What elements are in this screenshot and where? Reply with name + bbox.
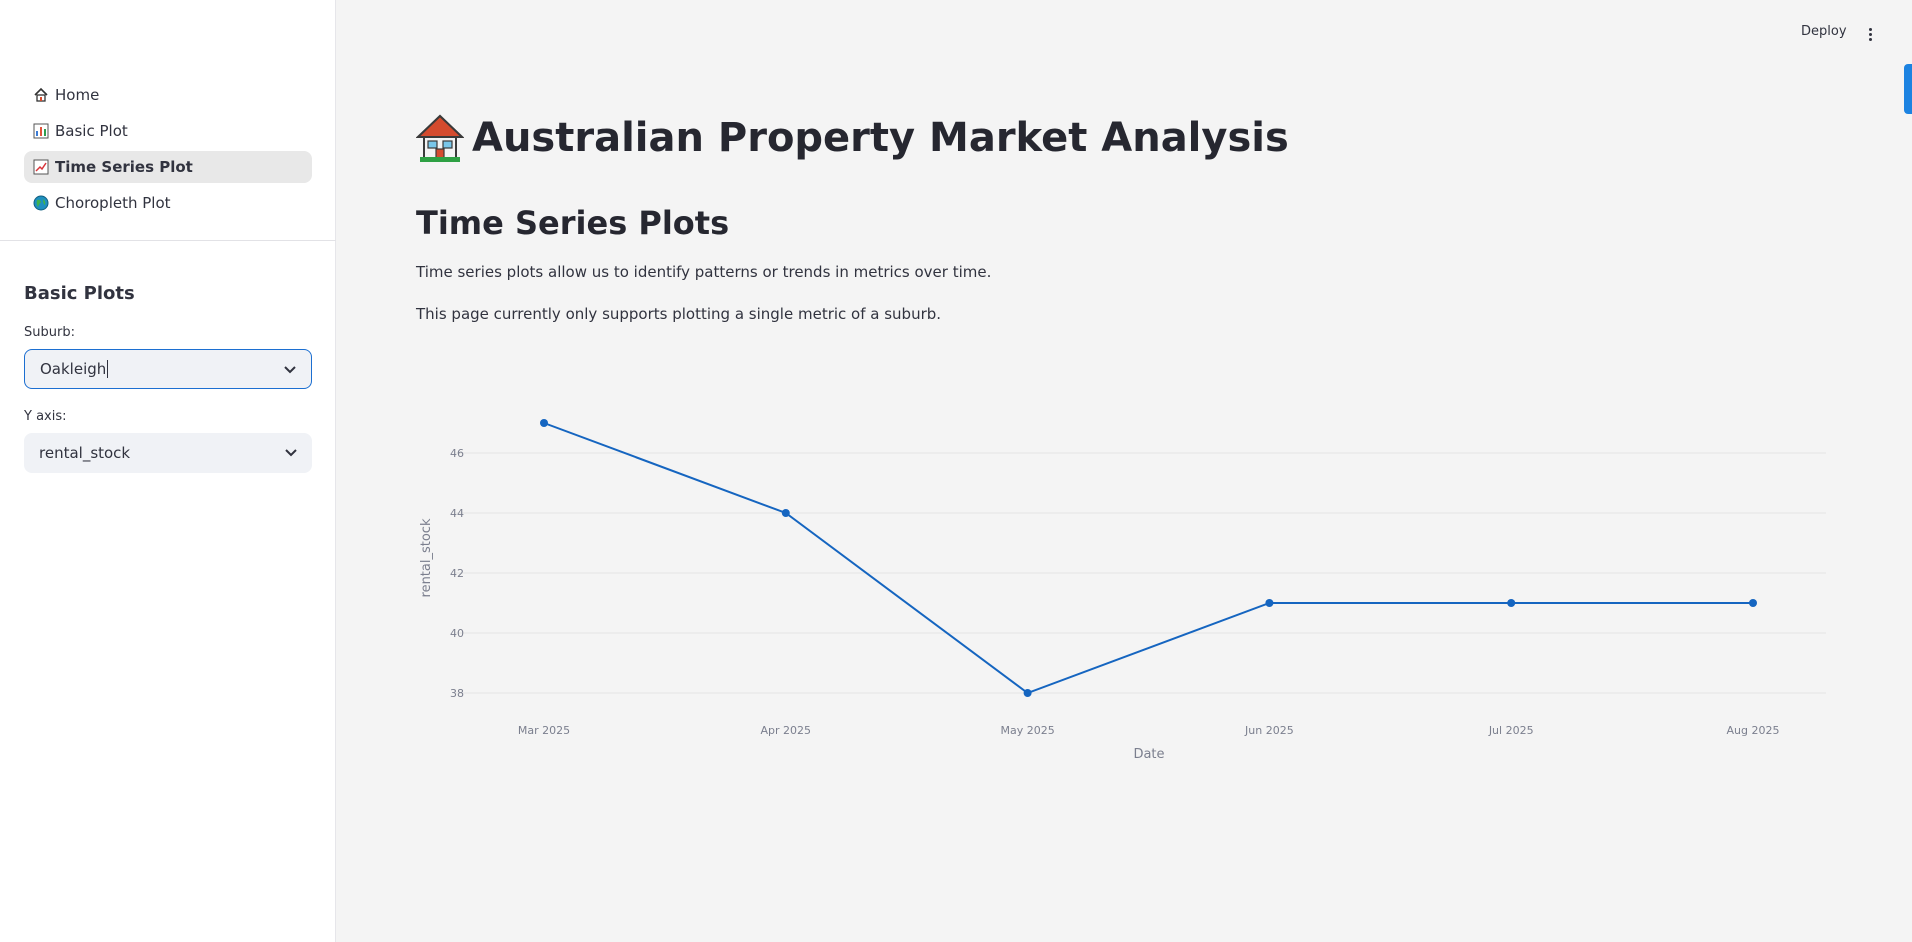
- house-icon: [416, 114, 464, 162]
- x-tick-label: Jul 2025: [1488, 724, 1534, 737]
- deploy-button[interactable]: Deploy: [1801, 24, 1847, 39]
- yaxis-label: Y axis:: [24, 409, 67, 424]
- yaxis-select[interactable]: rental_stock: [24, 433, 312, 473]
- sidebar-nav: Home Basic Plot Time Series Plot Choropl…: [24, 79, 312, 223]
- sidebar: Home Basic Plot Time Series Plot Choropl…: [0, 0, 336, 942]
- x-tick-label: Jun 2025: [1244, 724, 1294, 737]
- description-text: Time series plots allow us to identify p…: [416, 263, 992, 281]
- house-icon: [33, 87, 49, 103]
- x-tick-label: Apr 2025: [761, 724, 812, 737]
- y-tick-label: 40: [450, 627, 464, 640]
- bar-chart-icon: [33, 123, 49, 139]
- main-area: Deploy: [337, 0, 1912, 942]
- y-tick-label: 42: [450, 567, 464, 580]
- more-menu-icon[interactable]: [1869, 28, 1873, 44]
- scrollbar-handle[interactable]: [1904, 64, 1912, 114]
- sidebar-item-choropleth-plot[interactable]: Choropleth Plot: [24, 187, 312, 219]
- globe-icon: [33, 195, 49, 211]
- time-series-chart[interactable]: 38 40 42 44 46 Mar 2025 Apr 2025 May 2025 Jun 20…: [416, 400, 1836, 770]
- line-chart-icon: [33, 159, 49, 175]
- page-title-text: Australian Property Market Analysis: [472, 115, 1289, 161]
- data-point: [1265, 599, 1274, 607]
- section-heading: Time Series Plots: [416, 204, 730, 242]
- sidebar-divider: [0, 240, 336, 241]
- text-caret: [107, 360, 109, 378]
- suburb-select[interactable]: Oakleigh: [24, 349, 312, 389]
- sidebar-item-basic-plot[interactable]: Basic Plot: [24, 115, 312, 147]
- yaxis-select-value: rental_stock: [39, 444, 131, 462]
- sidebar-section-title: Basic Plots: [24, 283, 135, 304]
- data-point: [781, 509, 790, 517]
- data-point: [540, 419, 548, 427]
- series-line: [543, 422, 1753, 695]
- sidebar-item-label: Basic Plot: [55, 122, 128, 140]
- y-axis-label: rental_stock: [419, 518, 434, 597]
- data-point: [1749, 599, 1757, 607]
- y-tick-label: 44: [450, 507, 464, 520]
- chevron-down-icon: [284, 366, 296, 374]
- x-axis-label: Date: [1133, 747, 1164, 762]
- sidebar-item-label: Home: [55, 86, 100, 104]
- suburb-label: Suburb:: [24, 325, 75, 340]
- y-tick-label: 38: [450, 687, 464, 700]
- page-title: Australian Property Market Analysis: [416, 113, 1289, 163]
- x-tick-label: Aug 2025: [1727, 724, 1780, 737]
- sidebar-item-label: Choropleth Plot: [55, 194, 171, 212]
- x-tick-label: Mar 2025: [518, 724, 570, 737]
- sidebar-item-label: Time Series Plot: [55, 158, 193, 176]
- chevron-down-icon: [285, 449, 297, 457]
- data-point: [1023, 689, 1032, 697]
- data-point: [1507, 599, 1516, 607]
- sidebar-item-home[interactable]: Home: [24, 79, 312, 111]
- suburb-select-value: Oakleigh: [40, 360, 107, 378]
- description-text: This page currently only supports plotti…: [416, 305, 942, 323]
- y-tick-label: 46: [450, 447, 464, 460]
- sidebar-item-time-series-plot[interactable]: Time Series Plot: [24, 151, 312, 183]
- x-tick-label: May 2025: [1000, 724, 1054, 737]
